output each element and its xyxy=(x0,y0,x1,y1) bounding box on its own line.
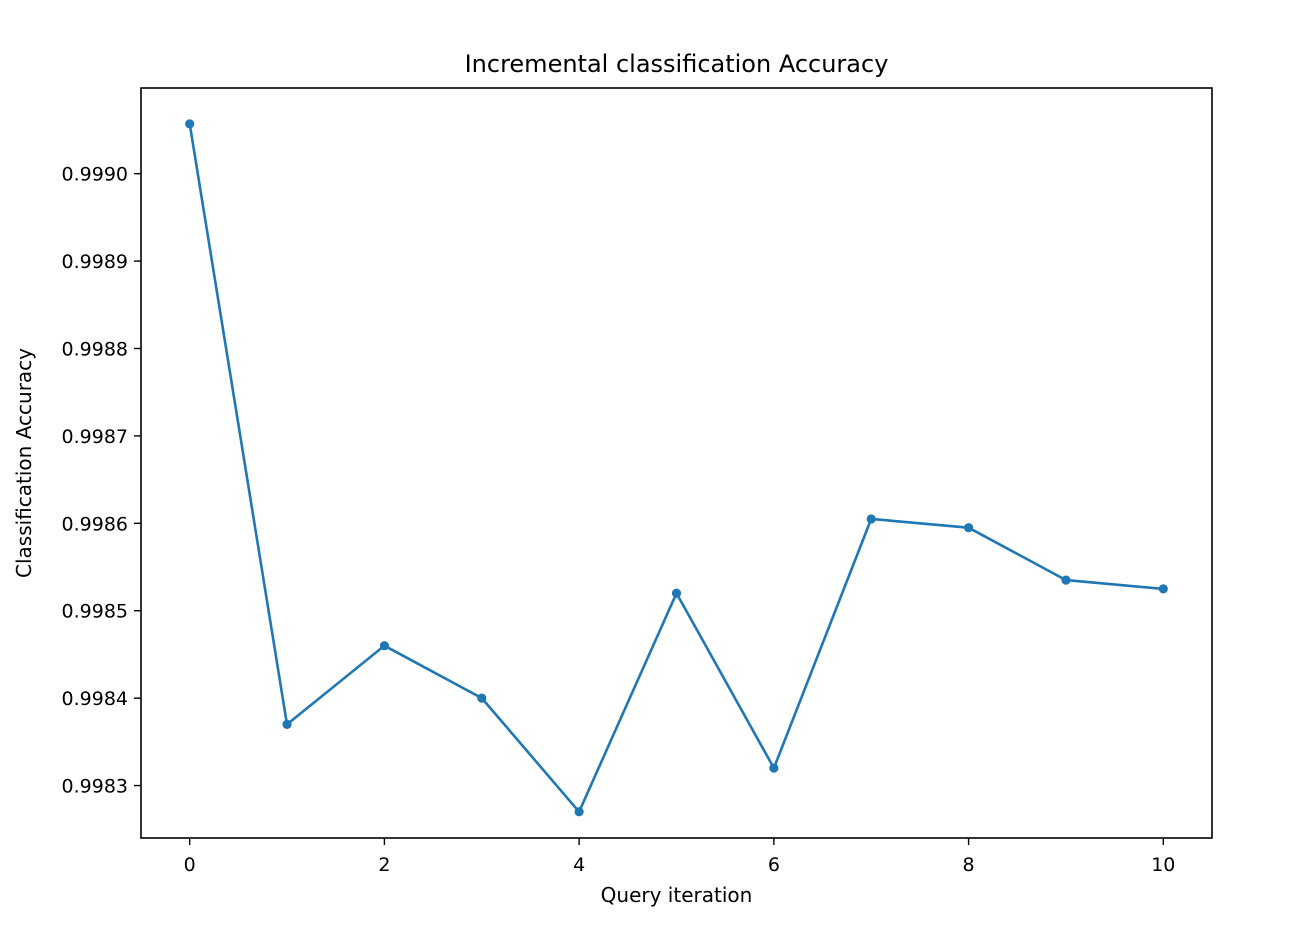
y-tick-label: 0.9988 xyxy=(62,338,128,360)
x-tick-label: 2 xyxy=(378,854,390,876)
x-tick-label: 10 xyxy=(1151,854,1175,876)
y-tick-label: 0.9983 xyxy=(62,776,128,798)
y-tick-label: 0.9985 xyxy=(62,601,128,623)
data-point-1 xyxy=(282,719,292,729)
x-axis-label: Query iteration xyxy=(601,883,753,907)
data-point-7 xyxy=(866,514,876,524)
data-point-8 xyxy=(963,523,974,533)
data-point-2 xyxy=(379,641,390,651)
data-point-9 xyxy=(1061,575,1071,585)
data-points xyxy=(185,119,1168,817)
y-tick-label: 0.9987 xyxy=(62,426,128,448)
x-axis-ticks: 0 2 4 6 8 10 xyxy=(184,838,1175,876)
x-tick-label: 6 xyxy=(768,854,780,876)
x-tick-label: 0 xyxy=(184,854,196,876)
data-point-3 xyxy=(477,693,487,703)
data-point-0 xyxy=(185,119,195,129)
y-tick-label: 0.9989 xyxy=(62,251,128,273)
y-axis-ticks: 0.9983 0.9984 0.9985 0.9986 0.9987 0.9988 0.99… xyxy=(62,164,141,798)
y-tick-label: 0.9984 xyxy=(62,688,128,710)
x-tick-label: 4 xyxy=(573,854,585,876)
y-axis-label: Classification Accuracy xyxy=(12,348,36,578)
series-line-accuracy xyxy=(188,123,1164,814)
chart-title: Incremental classification Accuracy xyxy=(465,50,889,78)
x-tick-label: 8 xyxy=(963,854,975,876)
y-tick-label: 0.9986 xyxy=(62,513,128,535)
data-point-5 xyxy=(671,588,682,598)
y-tick-label: 0.9990 xyxy=(62,164,128,186)
data-point-10 xyxy=(1158,584,1168,594)
data-point-4 xyxy=(574,807,584,817)
plot-frame xyxy=(140,87,1213,839)
data-point-6 xyxy=(769,763,779,773)
